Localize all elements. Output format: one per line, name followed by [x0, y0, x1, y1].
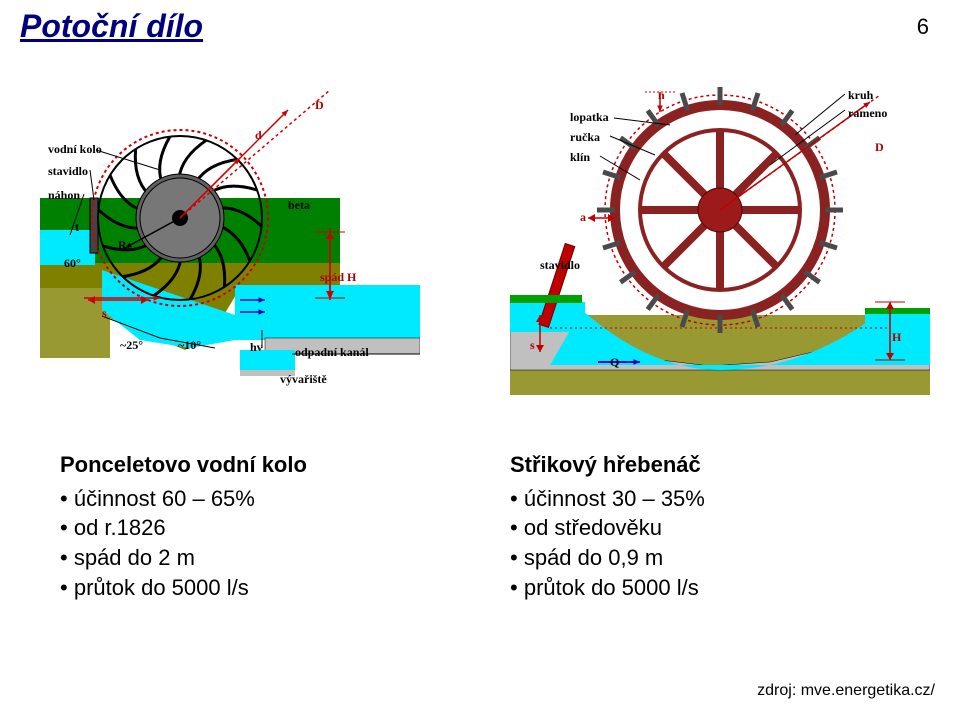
- diagram-label: vývařiště: [280, 372, 327, 387]
- citation: zdroj: mve.energetika.cz/: [757, 682, 935, 700]
- diagram-label: D: [315, 98, 324, 113]
- diagram-label: d: [255, 128, 262, 143]
- diagram-label: beta: [288, 198, 310, 213]
- list-item: od r.1826: [60, 513, 307, 543]
- diagram-label: R: [118, 238, 127, 253]
- list-item: spád do 0,9 m: [510, 543, 705, 573]
- left-text: Ponceletovo vodní kolo účinnost 60 – 65%…: [60, 450, 307, 602]
- left-bullet-list: účinnost 60 – 65%od r.1826spád do 2 mprů…: [60, 484, 307, 603]
- diagram-label: t: [75, 220, 79, 235]
- diagram-label: ~25°: [120, 338, 143, 353]
- diagram-label: H: [892, 330, 901, 345]
- diagram-label: kruh: [848, 88, 873, 103]
- list-item: účinnost 60 – 65%: [60, 484, 307, 514]
- diagram-label: odpadní kanál: [295, 345, 369, 360]
- diagram-label: n: [658, 88, 665, 103]
- right-text: Střikový hřebenáč účinnost 30 – 35%od st…: [510, 450, 705, 602]
- diagram-label: rameno: [848, 106, 887, 121]
- diagram-label: vodní kolo: [48, 142, 102, 157]
- diagram-label: s: [102, 306, 107, 321]
- diagram-hrebenac: lopatka ručka klín n a stavidlo s Qkruh rameno D H: [510, 70, 930, 415]
- left-subtitle: Ponceletovo vodní kolo: [60, 450, 307, 480]
- diagram-label: Q: [610, 355, 619, 370]
- list-item: průtok do 5000 l/s: [60, 573, 307, 603]
- diagram-label: stavidlo: [540, 258, 580, 273]
- diagram-label: a: [580, 210, 586, 225]
- diagram-label: hv: [250, 340, 263, 355]
- list-item: od středověku: [510, 513, 705, 543]
- diagram-label: ručka: [570, 130, 600, 145]
- diagram-poncelet: vodní kolo stavidlo náhon t 60° R ~25° ~10° s d Db…: [40, 70, 420, 415]
- list-item: účinnost 30 – 35%: [510, 484, 705, 514]
- page-title: Potoční dílo: [20, 8, 203, 45]
- diagram-label: s: [530, 338, 535, 353]
- diagram-label: klín: [570, 150, 590, 165]
- list-item: spád do 2 m: [60, 543, 307, 573]
- diagram-label: ~10°: [178, 338, 201, 353]
- diagram-label: náhon: [48, 188, 80, 203]
- list-item: průtok do 5000 l/s: [510, 573, 705, 603]
- diagram-label: 60°: [64, 256, 81, 271]
- right-subtitle: Střikový hřebenáč: [510, 450, 705, 480]
- diagram-label: lopatka: [570, 110, 609, 125]
- diagram-label: D: [875, 140, 884, 155]
- page-number: 6: [917, 14, 929, 40]
- diagram-label: spád H: [320, 270, 356, 285]
- right-bullet-list: účinnost 30 – 35%od středověkuspád do 0,…: [510, 484, 705, 603]
- diagram-label: stavidlo: [48, 164, 88, 179]
